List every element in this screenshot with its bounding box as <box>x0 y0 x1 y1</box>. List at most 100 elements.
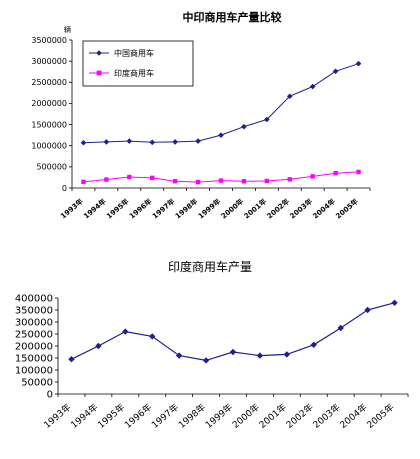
data-point-1-5 <box>195 179 201 185</box>
y-tick-label: 0 <box>62 184 67 193</box>
chart1-x-tick-labels: 1993年1994年1995年1996年1997年1998年1999年2000年… <box>59 197 360 221</box>
y-tick-label: 250000 <box>15 330 53 341</box>
chart2-series <box>68 299 398 364</box>
chart1-legend: 中国商用车 印度商用车 <box>82 40 194 87</box>
x-tick-label: 2002年 <box>284 401 316 431</box>
legend-label-china: 中国商用车 <box>114 48 154 58</box>
y-tick-label: 200000 <box>15 342 53 353</box>
data-point-1-11 <box>333 171 338 176</box>
data-point-1-4 <box>172 179 178 184</box>
data-point-0-11 <box>332 68 339 75</box>
x-tick-label: 1998年 <box>173 197 199 221</box>
data-point-0-4 <box>172 139 178 145</box>
data-point-1-7 <box>241 179 247 184</box>
x-tick-label: 2003年 <box>288 197 314 221</box>
chart1-title: 中印商用车产量比较 <box>183 10 282 24</box>
x-tick-label: 1993年 <box>41 401 73 431</box>
x-tick-label: 2004年 <box>337 401 369 431</box>
y-tick-label: 1500000 <box>31 120 67 129</box>
y-tick-label: 1000000 <box>31 142 67 151</box>
x-tick-label: 1994年 <box>82 197 108 221</box>
x-tick-label: 2005年 <box>364 401 396 431</box>
data-point-0-3 <box>149 333 156 340</box>
data-point-0-5 <box>195 138 201 144</box>
data-point-1-0 <box>81 179 86 185</box>
x-tick-label: 1998年 <box>176 401 208 431</box>
x-tick-label: 2001年 <box>242 197 268 221</box>
x-tick-label: 1995年 <box>95 401 127 431</box>
data-point-1-9 <box>287 177 292 182</box>
x-tick-label: 1997年 <box>149 401 181 431</box>
y-tick-label: 0 <box>47 390 53 401</box>
x-tick-label: 1994年 <box>68 401 100 431</box>
x-tick-label: 1999年 <box>196 197 222 221</box>
data-point-0-1 <box>95 342 102 350</box>
data-point-1-3 <box>150 175 155 181</box>
data-point-0-9 <box>310 341 317 348</box>
data-point-1-12 <box>356 169 361 175</box>
chart2-title: 印度商用车产量 <box>168 259 252 274</box>
data-point-0-12 <box>355 60 362 67</box>
data-point-0-3 <box>149 139 156 146</box>
legend-box <box>82 40 194 87</box>
y-tick-label: 100000 <box>15 366 53 377</box>
data-point-0-0 <box>68 356 75 363</box>
data-point-0-0 <box>80 139 87 146</box>
data-point-0-1 <box>103 139 110 145</box>
chart1-unit-label: 辆 <box>64 25 71 34</box>
y-tick-label: 350000 <box>15 306 53 317</box>
x-tick-label: 2003年 <box>310 401 342 431</box>
data-point-0-5 <box>202 357 210 364</box>
y-tick-label: 2000000 <box>31 99 67 108</box>
chart1-axes <box>69 39 371 191</box>
data-point-1-1 <box>104 177 109 182</box>
chart1-y-tick-labels: 0 500000 1000000 1500000 2000000 2500000 30000… <box>31 36 67 193</box>
y-tick-label: 150000 <box>15 354 53 365</box>
x-tick-label: 2000年 <box>219 197 245 221</box>
x-tick-label: 2000年 <box>230 401 262 431</box>
chart1-series <box>80 60 362 185</box>
legend-label-india: 印度商用车 <box>114 68 154 78</box>
data-point-0-6 <box>229 348 237 356</box>
y-tick-label: 3500000 <box>31 36 67 45</box>
data-point-0-11 <box>364 306 371 314</box>
x-tick-label: 2005年 <box>334 197 360 221</box>
x-tick-label: 1999年 <box>203 401 235 431</box>
data-point-1-10 <box>310 174 315 179</box>
y-tick-label: 50000 <box>21 378 53 389</box>
data-point-1-6 <box>218 178 224 183</box>
y-tick-label: 3000000 <box>31 57 67 66</box>
data-point-0-2 <box>126 138 133 144</box>
y-tick-label: 300000 <box>15 318 53 329</box>
x-tick-label: 1996年 <box>127 197 153 221</box>
data-point-0-10 <box>309 83 316 90</box>
y-tick-label: 500000 <box>36 163 67 172</box>
chart2-axes <box>55 297 409 397</box>
x-tick-label: 1995年 <box>105 197 131 221</box>
data-point-0-7 <box>256 352 264 359</box>
data-point-0-9 <box>286 93 293 100</box>
x-tick-label: 2001年 <box>257 401 289 431</box>
comparison-chart: 中印商用车产量比较 辆 0 500000 1000000 1500000 2000000… <box>31 10 371 221</box>
data-point-0-8 <box>283 351 291 358</box>
y-tick-label: 400000 <box>15 294 53 305</box>
data-point-0-6 <box>218 132 224 138</box>
legend-marker-china <box>96 50 102 56</box>
data-point-0-8 <box>264 116 270 123</box>
x-tick-label: 2002年 <box>265 197 291 221</box>
chart2-y-tick-labels: 0500001000001500002000002500003000003500… <box>15 294 53 401</box>
y-tick-label: 2500000 <box>31 78 67 87</box>
legend-marker-india <box>96 70 102 76</box>
data-point-0-7 <box>241 123 247 130</box>
data-point-0-4 <box>175 352 183 359</box>
india-chart: 印度商用车产量 05000010000015000020000025000030… <box>15 259 409 431</box>
x-tick-label: 1997年 <box>150 197 176 221</box>
x-tick-label: 2004年 <box>311 197 337 221</box>
chart2-x-tick-labels: 1993年1994年1995年1996年1997年1998年1999年2000年… <box>41 401 396 431</box>
data-point-0-12 <box>391 299 398 306</box>
data-point-0-10 <box>337 324 344 332</box>
data-point-0-2 <box>122 328 129 335</box>
data-point-1-8 <box>264 178 270 184</box>
x-tick-label: 1996年 <box>122 401 154 431</box>
